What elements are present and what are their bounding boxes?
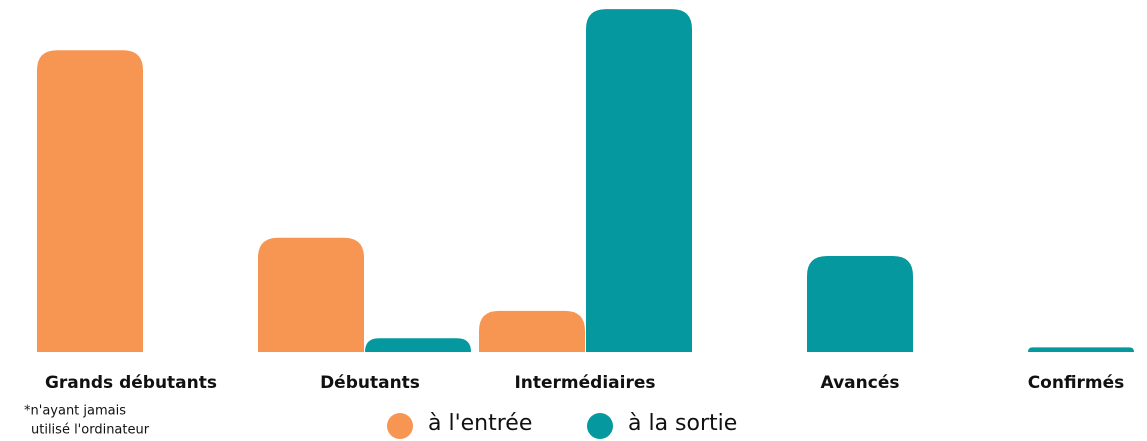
- x-tick-label: Grands débutants: [45, 373, 217, 393]
- legend-marker: [387, 413, 413, 439]
- footnote: *n'ayant jamais: [24, 404, 126, 419]
- x-tick-label: Confirmés: [1028, 373, 1125, 393]
- bar: [258, 237, 364, 352]
- x-tick-label: Intermédiaires: [514, 373, 655, 393]
- x-tick-label: Avancés: [821, 373, 900, 393]
- legend-marker: [587, 413, 613, 439]
- legend-label: à l'entrée: [428, 411, 532, 436]
- legend-label: à la sortie: [628, 411, 737, 436]
- bar: [365, 338, 471, 352]
- x-tick-label: Débutants: [320, 373, 420, 393]
- bar: [37, 50, 143, 353]
- bar: [1028, 347, 1134, 352]
- footnote: utilisé l'ordinateur: [31, 423, 150, 438]
- bar: [807, 256, 913, 352]
- bar: [586, 9, 692, 353]
- bar: [479, 310, 585, 352]
